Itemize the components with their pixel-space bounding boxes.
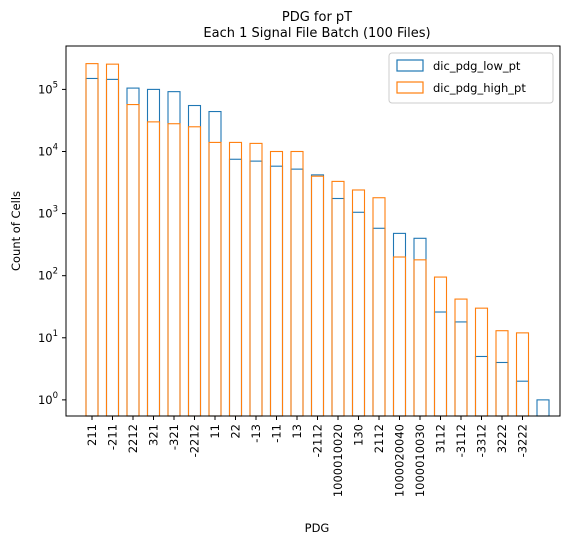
x-tick-label: -3312 [475,424,489,457]
x-tick-label: 1000010030 [413,424,427,497]
bar-low-pt-0 [85,77,99,417]
bar-high-pt-19 [474,307,489,417]
series-low-pt-bars [85,77,550,417]
bar-high-pt-6 [208,141,222,417]
legend-swatch-low-pt [396,59,424,72]
bar-low-pt-7 [228,158,243,417]
bar-low-pt-5 [187,104,202,417]
bar-low-pt-17 [433,311,448,417]
y-axis-ticks: 100 101 102 103 104 105 [38,80,66,407]
bar-low-pt-15 [392,232,407,417]
chart-subtitle: Each 1 Signal File Batch (100 Files) [203,26,430,41]
x-tick-label: 11 [208,424,222,439]
bar-high-pt-4 [167,123,181,417]
bar-high-pt-1 [105,63,120,417]
bar-high-pt-13 [351,189,366,417]
bar-low-pt-19 [474,355,489,417]
bar-low-pt-4 [167,91,181,417]
x-tick-label: -211 [106,424,120,450]
y-tick-label: 100 [38,391,58,407]
bar-low-pt-1 [105,78,120,417]
legend-swatch-high-pt [396,81,424,94]
y-tick-label: 101 [38,329,58,345]
bar-high-pt-7 [228,141,243,417]
y-tick-label: 103 [38,205,58,221]
y-tick-label: 104 [38,142,58,158]
x-tick-label: 321 [147,424,161,446]
bar-high-pt-18 [454,298,468,417]
bar-low-pt-16 [413,237,427,417]
bar-low-pt-12 [331,197,345,417]
bar-high-pt-14 [372,197,386,417]
x-tick-label: -2112 [311,424,325,457]
x-tick-label: 3112 [434,424,448,453]
x-tick-label: 2212 [126,424,140,453]
x-tick-label: -3222 [516,424,530,457]
x-tick-label: -11 [270,424,284,443]
x-tick-label: -2212 [188,424,202,457]
chart-title: PDG for pT [282,10,352,25]
y-tick-label: 102 [38,267,58,283]
x-tick-label: 1000020040 [393,424,407,497]
y-tick-label: 105 [38,80,58,96]
x-tick-label: 22 [229,424,243,439]
bar-low-pt-21 [515,380,530,417]
bar-high-pt-2 [126,104,140,417]
legend-entry-low-pt: dic_pdg_low_pt [433,59,521,73]
x-axis-label: PDG [305,521,330,535]
bar-high-pt-21 [515,332,530,417]
bar-high-pt-10 [290,150,304,417]
bar-high-pt-17 [433,276,448,417]
x-tick-label: 1000010020 [331,424,345,497]
y-axis-label: Count of Cells [9,191,23,271]
bar-high-pt-9 [269,150,284,417]
bar-high-pt-5 [187,126,202,417]
x-tick-label: -13 [249,424,263,443]
bar-low-pt-13 [351,211,366,417]
x-tick-label: 3222 [495,424,509,453]
legend-box [388,52,554,104]
bar-high-pt-20 [495,330,509,417]
x-tick-label: 13 [290,424,304,439]
x-tick-label: -321 [167,424,181,450]
bar-high-pt-12 [331,180,345,417]
bar-high-pt-0 [85,63,99,417]
bar-high-pt-3 [146,121,161,417]
bar-low-pt-10 [290,168,304,417]
x-tick-label: 2112 [372,424,386,453]
bar-low-pt-20 [495,361,509,417]
x-tick-label: -3112 [454,424,468,457]
bar-low-pt-8 [249,160,263,417]
bar-low-pt-11 [310,174,325,417]
bar-low-pt-6 [208,110,222,417]
bar-low-pt-9 [269,165,284,417]
bar-high-pt-8 [249,142,263,417]
x-tick-label: 211 [85,424,99,446]
bar-low-pt-14 [372,227,386,417]
legend: dic_pdg_low_pt dic_pdg_high_pt [388,52,554,104]
bar-low-pt-2 [126,87,140,417]
bar-high-pt-16 [413,259,427,417]
x-tick-label: 130 [352,424,366,446]
legend-entry-high-pt: dic_pdg_high_pt [433,81,526,95]
bar-low-pt-18 [454,321,468,417]
plot-frame [65,45,561,417]
x-axis-ticks: 211 -211 2212 321 -321 -2212 11 22 -13 -11 13 -2112… [85,416,530,497]
series-high-pt-bars [85,63,530,417]
bar-high-pt-11 [310,175,325,417]
bar-low-pt-22 [536,399,550,417]
bar-low-pt-3 [146,88,161,417]
bar-high-pt-15 [392,256,407,417]
